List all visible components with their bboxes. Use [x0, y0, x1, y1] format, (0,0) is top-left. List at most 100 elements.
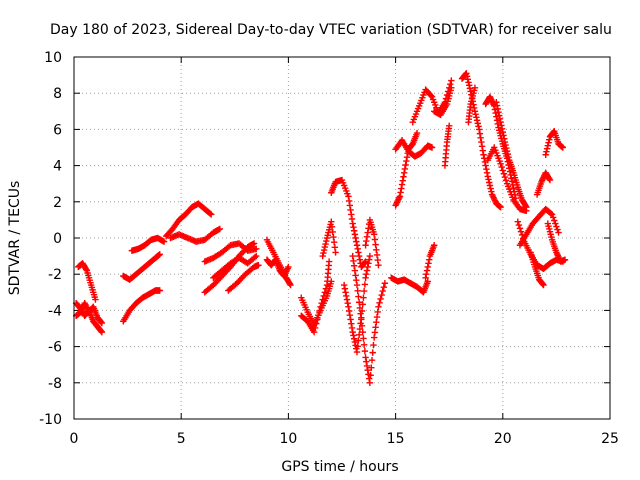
data-point — [398, 185, 405, 192]
data-point — [355, 252, 363, 260]
data-point — [356, 325, 364, 333]
data-point — [363, 233, 371, 240]
data-point — [357, 310, 364, 317]
data-point — [216, 225, 223, 233]
data-point — [400, 169, 408, 177]
x-tick-labels: 0 5 10 15 20 25 — [70, 431, 619, 447]
data-point — [375, 303, 382, 310]
x-tick-label: 5 — [177, 431, 186, 447]
series-seg8 — [167, 225, 223, 245]
data-point — [353, 238, 360, 245]
series-seg6 — [128, 234, 168, 254]
data-point — [361, 281, 369, 288]
data-point — [351, 267, 359, 274]
data-point — [98, 328, 106, 336]
data-point — [320, 249, 327, 257]
data-point — [363, 362, 371, 370]
data-point — [97, 318, 105, 326]
y-tick-labels: -10 -8 -6 -4 -2 0 2 4 6 8 10 — [39, 50, 62, 428]
plot-frame — [73, 56, 611, 420]
data-point — [370, 334, 378, 341]
data-point — [466, 82, 473, 89]
data-point — [483, 166, 490, 173]
data-point — [402, 161, 409, 169]
series-seg21 — [362, 216, 382, 269]
data-point — [422, 274, 429, 282]
data-point — [548, 211, 556, 218]
data-point — [345, 303, 352, 310]
data-point — [480, 151, 487, 158]
data-point — [373, 246, 380, 253]
data-point — [354, 287, 361, 294]
data-point — [498, 125, 506, 132]
data-point — [314, 316, 321, 323]
data-point — [358, 322, 366, 329]
data-point — [318, 299, 325, 307]
data-point — [352, 272, 359, 279]
y-tick-label: 2 — [53, 195, 62, 211]
data-point — [425, 256, 433, 263]
data-point — [376, 299, 383, 307]
data-point — [345, 307, 353, 315]
x-tick-label: 20 — [494, 431, 512, 447]
data-point — [345, 197, 353, 205]
data-point — [353, 277, 360, 284]
data-point — [351, 231, 359, 238]
data-point — [355, 337, 362, 344]
data-point — [497, 160, 504, 167]
data-point — [477, 134, 484, 142]
data-point — [366, 252, 374, 260]
data-point — [554, 226, 561, 233]
data-point — [343, 296, 351, 303]
data-point — [523, 204, 530, 211]
data-point — [472, 111, 479, 118]
y-tick-label: -4 — [48, 303, 62, 319]
data-point — [370, 231, 378, 238]
series-seg38 — [542, 128, 567, 158]
data-point — [360, 341, 368, 348]
data-point — [499, 128, 506, 136]
data-point — [320, 246, 328, 254]
data-point — [476, 130, 484, 137]
y-tick-label: 6 — [53, 122, 62, 138]
x-tick-label: 10 — [279, 431, 297, 447]
data-point — [497, 118, 504, 126]
data-point — [496, 112, 503, 119]
data-point — [500, 132, 507, 139]
data-point — [546, 176, 554, 184]
data-point — [342, 289, 349, 296]
data-point — [97, 328, 105, 335]
data-point — [542, 151, 549, 158]
x-tick-label: 0 — [70, 431, 79, 447]
data-point — [399, 177, 406, 184]
data-point — [341, 285, 349, 292]
data-point — [253, 245, 260, 253]
data-point — [362, 274, 369, 282]
data-point — [355, 293, 362, 300]
data-point — [380, 283, 388, 291]
data-point — [498, 122, 505, 129]
data-point — [549, 214, 557, 221]
data-point — [485, 176, 492, 183]
y-tick-label: 8 — [53, 86, 62, 102]
series-seg19 — [340, 252, 374, 356]
data-point — [328, 223, 336, 231]
data-point — [547, 210, 555, 217]
data-point — [355, 331, 363, 339]
data-point — [331, 244, 339, 251]
data-point — [505, 153, 512, 161]
series-seg4 — [120, 287, 163, 325]
data-point — [208, 211, 215, 218]
data-point — [493, 113, 500, 120]
series-seg30 — [465, 84, 479, 126]
data-point — [156, 251, 163, 258]
data-point — [363, 267, 371, 274]
data-point — [353, 348, 361, 356]
data-point — [354, 245, 361, 253]
series-seg32 — [484, 144, 530, 215]
series-seg27 — [430, 84, 455, 119]
series-seg35 — [516, 205, 562, 249]
series-seg29 — [458, 70, 504, 211]
data-point — [372, 324, 379, 331]
data-point — [501, 138, 509, 146]
